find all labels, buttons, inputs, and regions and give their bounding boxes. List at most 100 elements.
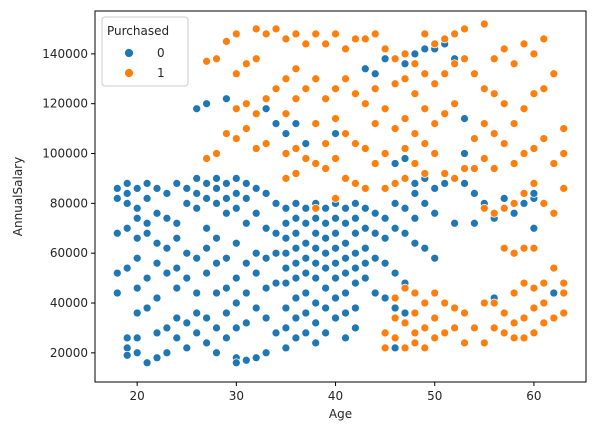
point-purchased-1 xyxy=(261,94,271,104)
point-purchased-0 xyxy=(162,213,172,223)
point-purchased-0 xyxy=(370,69,380,79)
point-purchased-1 xyxy=(440,328,450,338)
point-purchased-0 xyxy=(281,218,291,228)
point-purchased-1 xyxy=(311,74,321,84)
point-purchased-1 xyxy=(311,203,321,213)
point-purchased-1 xyxy=(231,104,241,114)
point-purchased-1 xyxy=(489,164,499,173)
point-purchased-0 xyxy=(470,218,479,228)
point-purchased-1 xyxy=(460,24,469,34)
point-purchased-1 xyxy=(410,129,420,138)
point-purchased-1 xyxy=(499,203,509,213)
point-purchased-0 xyxy=(271,228,281,238)
point-purchased-0 xyxy=(251,248,261,258)
point-purchased-0 xyxy=(331,213,340,223)
point-purchased-1 xyxy=(251,144,261,153)
point-purchased-0 xyxy=(182,343,192,353)
point-purchased-0 xyxy=(291,119,301,128)
point-purchased-1 xyxy=(301,39,311,49)
point-purchased-0 xyxy=(351,213,360,223)
point-purchased-1 xyxy=(400,174,410,183)
point-purchased-1 xyxy=(509,199,519,208)
point-purchased-1 xyxy=(519,39,529,49)
point-purchased-1 xyxy=(539,134,549,143)
point-purchased-0 xyxy=(341,333,350,343)
point-purchased-0 xyxy=(390,343,400,353)
point-purchased-1 xyxy=(489,298,499,308)
point-purchased-1 xyxy=(380,343,390,353)
point-purchased-1 xyxy=(460,338,469,348)
point-purchased-0 xyxy=(152,238,162,248)
legend-title: Purchased xyxy=(107,24,169,38)
point-purchased-0 xyxy=(122,179,132,188)
point-purchased-0 xyxy=(360,243,370,253)
point-purchased-1 xyxy=(489,89,499,99)
point-purchased-0 xyxy=(370,253,380,263)
point-purchased-0 xyxy=(192,308,202,318)
y-tick-label: 20000 xyxy=(50,346,88,360)
point-purchased-1 xyxy=(430,333,440,343)
point-purchased-0 xyxy=(212,323,221,333)
point-purchased-0 xyxy=(499,194,509,203)
point-purchased-1 xyxy=(450,29,459,39)
point-purchased-1 xyxy=(509,119,519,128)
point-purchased-1 xyxy=(370,84,380,94)
point-purchased-1 xyxy=(529,283,539,293)
point-purchased-0 xyxy=(271,278,281,288)
point-purchased-1 xyxy=(241,99,251,109)
point-purchased-0 xyxy=(321,248,330,258)
point-purchased-1 xyxy=(499,308,509,318)
point-purchased-1 xyxy=(321,94,330,104)
point-purchased-0 xyxy=(142,228,152,238)
point-purchased-0 xyxy=(370,208,380,218)
y-axis-ticks: 20000 40000 60000 80000 100000 120000 140000 xyxy=(42,47,95,360)
point-purchased-0 xyxy=(311,258,321,268)
point-purchased-1 xyxy=(410,328,420,338)
point-purchased-1 xyxy=(331,114,340,123)
point-purchased-0 xyxy=(291,273,301,283)
point-purchased-0 xyxy=(321,303,330,313)
point-purchased-1 xyxy=(529,179,539,188)
point-purchased-0 xyxy=(112,288,122,298)
point-purchased-1 xyxy=(410,338,420,348)
point-purchased-0 xyxy=(400,154,410,163)
point-purchased-1 xyxy=(549,263,559,273)
point-purchased-0 xyxy=(132,348,142,358)
point-purchased-1 xyxy=(420,139,430,148)
point-purchased-0 xyxy=(172,313,182,323)
point-purchased-1 xyxy=(420,29,430,39)
point-purchased-0 xyxy=(142,303,152,313)
point-purchased-0 xyxy=(241,355,251,365)
point-purchased-1 xyxy=(420,298,430,308)
point-purchased-1 xyxy=(400,318,410,328)
point-purchased-0 xyxy=(212,174,221,183)
point-purchased-0 xyxy=(222,283,231,293)
point-purchased-0 xyxy=(231,358,241,368)
point-purchased-0 xyxy=(231,238,241,248)
point-purchased-0 xyxy=(311,298,321,308)
point-purchased-0 xyxy=(311,228,321,238)
point-purchased-0 xyxy=(380,213,390,223)
point-purchased-0 xyxy=(341,268,350,278)
point-purchased-1 xyxy=(479,84,489,94)
point-purchased-1 xyxy=(241,124,251,133)
point-purchased-0 xyxy=(152,184,162,193)
point-purchased-0 xyxy=(281,303,291,313)
point-purchased-1 xyxy=(479,203,489,213)
point-purchased-0 xyxy=(420,199,430,208)
point-purchased-1 xyxy=(509,59,519,69)
legend-box xyxy=(101,16,189,87)
point-purchased-1 xyxy=(370,159,380,168)
point-purchased-0 xyxy=(172,333,182,343)
point-purchased-1 xyxy=(351,89,360,99)
point-purchased-0 xyxy=(519,199,529,208)
point-purchased-0 xyxy=(192,189,202,198)
x-tick-label: 40 xyxy=(328,389,343,403)
point-purchased-1 xyxy=(291,64,301,74)
point-purchased-0 xyxy=(222,94,231,104)
point-purchased-1 xyxy=(380,328,390,338)
point-purchased-0 xyxy=(390,223,400,233)
point-purchased-0 xyxy=(291,258,301,268)
point-purchased-0 xyxy=(152,353,162,363)
point-purchased-1 xyxy=(430,149,440,158)
